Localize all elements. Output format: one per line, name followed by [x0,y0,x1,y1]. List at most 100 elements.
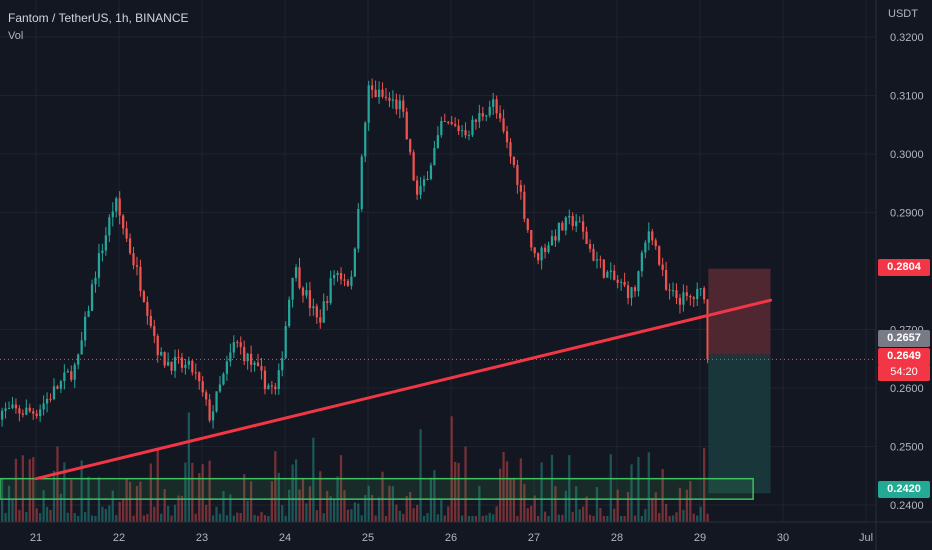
candle-body [436,135,439,149]
volume-bar [101,506,104,522]
volume-bar [678,487,682,522]
volume-bar [533,495,536,522]
volume-bar [139,481,142,522]
volume-bar [633,515,637,522]
candle-body [699,288,702,290]
candle-body [173,356,177,371]
candle-body [94,277,97,285]
candle-body [613,270,616,280]
volume-bar [609,454,612,522]
candle-body [288,299,291,326]
candle-body [433,148,436,166]
candle-body [609,270,612,273]
candle-body [149,315,152,327]
candle-body [146,301,149,316]
candle-body [440,121,443,136]
volume-bar [329,496,332,522]
volume-bar [388,485,391,522]
candle-body [277,370,280,390]
volume-bar [177,495,180,522]
candle-body [284,325,287,359]
volume-bar [122,499,125,522]
volume-bar [654,492,657,522]
volume-bar [298,489,301,522]
volume-bar [146,514,149,522]
volume-bar [39,513,42,522]
volume-bar [575,486,578,522]
volume-bar [692,513,695,522]
candle-body [357,208,360,249]
candle-body [132,253,135,266]
candle-body [156,335,159,356]
candle-body [211,411,215,421]
candle-body [77,354,80,365]
candle-body [471,119,474,136]
candle-body [554,236,557,241]
candle-body [70,371,73,380]
candle-body [398,100,401,110]
time-axis-tick: 23 [196,532,208,544]
candle-body [561,222,564,231]
volume-bar [419,429,422,522]
candle-body [682,292,685,305]
volume-bar [308,486,312,522]
volume-bar [21,455,24,522]
candle-body [405,111,408,140]
volume-bar [454,461,457,522]
candle-body [581,221,585,232]
volume-bar [543,511,547,522]
candle-body [180,357,184,368]
volume-bar [281,505,284,522]
candle-body [142,291,146,302]
volume-bar [554,486,557,522]
candle-body [256,362,260,367]
volume-bar [246,500,249,522]
candle-body [66,371,69,373]
volume-bar [270,481,273,522]
volume-bar [153,506,156,522]
symbol-title: Fantom / TetherUS, 1h, BINANCE [8,11,189,25]
volume-bar [581,506,585,522]
currency-label: USDT [888,8,918,20]
candle-body [336,272,339,276]
volume-bar [630,464,633,522]
volume-bar [125,478,128,522]
candle-body [312,306,315,309]
volume-bar [205,504,208,522]
candle-body [460,130,464,132]
volume-bar [602,515,605,522]
last-price-tag: 0.2657 [878,330,930,347]
candle-body [630,287,633,299]
volume-bar [588,514,592,522]
candle-body [454,123,457,126]
candle-body [668,289,671,291]
candle-body [28,407,31,412]
candle-body [502,118,505,132]
candle-body [509,142,512,157]
volume-bar [557,514,561,522]
volume-bar [682,509,685,522]
volume-bar [381,471,384,522]
candle-body [696,289,699,300]
candle-body [575,221,578,227]
candle-body [651,231,654,241]
candle-body [305,290,308,296]
volume-bar [613,508,616,522]
volume-bar [115,515,118,522]
candle-body [675,290,678,299]
volume-bar [156,449,159,522]
price-axis-tick: 0.3000 [890,149,924,161]
volume-bar [492,514,495,522]
volume-bar [229,494,232,522]
candle-body [115,198,118,212]
candle-body [360,156,363,209]
candle-body [533,247,536,254]
volume-bar [312,437,315,522]
volume-bar [412,508,415,522]
candle-body [623,281,626,286]
volume-bar [440,499,443,522]
candle-body [671,290,675,292]
volume-bar [4,512,7,522]
candle-body [319,317,322,323]
